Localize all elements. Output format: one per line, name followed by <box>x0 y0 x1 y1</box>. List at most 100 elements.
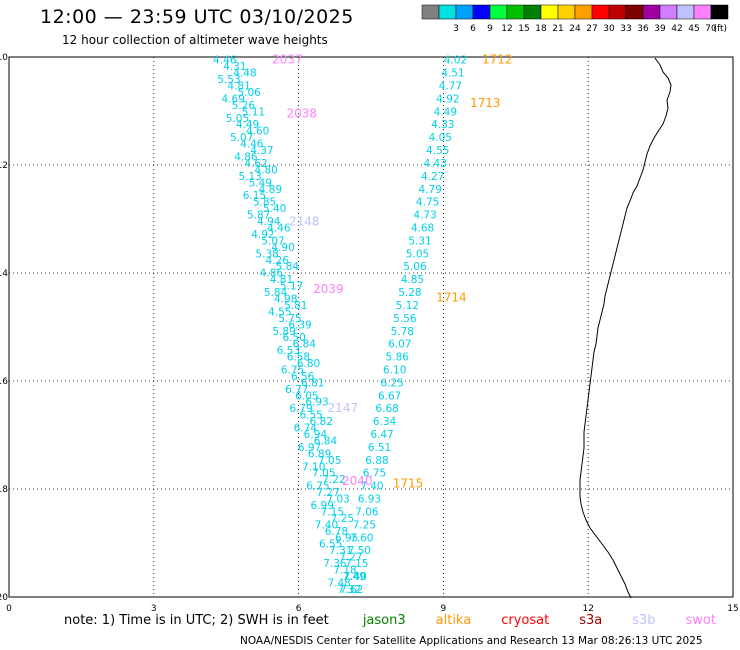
wave-height-value: 5.40 <box>263 203 286 215</box>
wave-height-value: 5.87 <box>247 210 270 222</box>
wave-height-value: 5.07 <box>230 132 253 144</box>
wave-height-value: 7.15 <box>345 558 368 570</box>
wave-height-value: 7.50 <box>348 545 371 557</box>
altimeter-tracks: 4.464.314.485.534.815.064.695.265.115.05… <box>213 55 467 596</box>
wave-height-value: 6.34 <box>373 416 397 428</box>
y-tick-label: -20 <box>0 593 8 603</box>
page-title: 12:00 — 23:59 UTC 03/10/2025 <box>40 6 354 28</box>
legend-tick-label: 24 <box>569 24 581 34</box>
wave-height-value: 4.62 <box>244 158 267 170</box>
legend-swatch <box>574 4 593 20</box>
wave-height-value: 7.15 <box>321 506 344 518</box>
legend-tick-label: 3 <box>453 24 459 34</box>
legend-swatch <box>506 4 525 20</box>
wave-height-value: 6.81 <box>301 377 324 389</box>
pass-number-label: 1714 <box>436 290 467 304</box>
wave-height-value: 6.94 <box>304 429 328 441</box>
wave-height-value: 5.78 <box>391 326 414 338</box>
wave-height-value: 5.53 <box>217 74 240 86</box>
wave-height-value: 7.60 <box>350 532 373 544</box>
legend-swatch <box>693 4 712 20</box>
satellite-legend-jason3: jason3 <box>362 613 406 628</box>
wave-height-value: 4.51 <box>441 68 464 80</box>
pass-number-label: 1713 <box>470 96 501 110</box>
wave-height-value: 6.68 <box>375 403 398 415</box>
wave-height-value: 4.98 <box>274 293 297 305</box>
legend-unit: (ft) <box>713 24 727 34</box>
wave-height-value: 6.47 <box>370 429 393 441</box>
wave-height-value: 4.05 <box>429 132 452 144</box>
x-tick-label: 0 <box>6 604 12 614</box>
wave-height-value: 6.97 <box>298 442 321 454</box>
legend-swatch <box>421 4 440 20</box>
note-text: note: 1) Time is in UTC; 2) SWH is in fe… <box>64 613 329 628</box>
wave-height-value: 4.81 <box>227 81 250 93</box>
wave-height-value: 6.77 <box>285 384 308 396</box>
wave-height-value: 4.92 <box>251 229 274 241</box>
wave-height-value: 5.56 <box>393 313 417 325</box>
wave-height-value: 6.55 <box>319 539 342 551</box>
wave-height-value: 7.62 <box>340 584 363 596</box>
legend-swatch <box>642 4 661 20</box>
wave-height-value: 6.50 <box>282 332 305 344</box>
wave-height-value: 6.75 <box>281 364 304 376</box>
wave-height-value: 5.84 <box>264 287 288 299</box>
legend-tick-label: 45 <box>688 24 699 34</box>
y-tick-label: -12 <box>0 161 8 171</box>
wave-height-value: 6.99 <box>311 500 334 512</box>
wave-height-value: 6.84 <box>314 435 338 447</box>
wave-height-value: 5.06 <box>403 261 427 273</box>
wave-height-value: 6.79 <box>289 403 312 415</box>
legend-swatch <box>625 4 644 20</box>
wave-height-value: 4.89 <box>259 184 282 196</box>
satellite-legend-swot: swot <box>685 613 716 628</box>
wave-height-value: 6.05 <box>295 390 318 402</box>
x-tick-label: 3 <box>151 604 157 614</box>
wave-height-value: 4.43 <box>424 158 447 170</box>
wave-height-value: 6.55 <box>299 410 322 422</box>
lat-lon-grid: 0 3 6 9 12 15 -10 -12 -14 -16 -18 -20 <box>0 53 739 614</box>
x-tick-label: 6 <box>296 604 302 614</box>
wave-height-value: 4.75 <box>416 197 439 209</box>
wave-height-value: 5.12 <box>396 300 419 312</box>
coastline <box>579 57 672 599</box>
wave-height-value: 4.81 <box>270 274 293 286</box>
wave-height-value: 6.74 <box>294 423 318 435</box>
legend-swatch <box>540 4 559 20</box>
wave-height-value: 4.69 <box>222 93 245 105</box>
pass-number-label: 1715 <box>393 477 424 491</box>
wave-height-value: 4.26 <box>266 255 290 267</box>
legend-swatch <box>455 4 474 20</box>
wave-height-value: 4.80 <box>254 164 277 176</box>
wave-height-value: 5.38 <box>255 248 278 260</box>
wave-height-value: 7.18 <box>333 565 356 577</box>
satellite-legend-altika: altika <box>435 613 472 628</box>
wave-height-value: 4.31 <box>223 61 246 73</box>
wave-height-value: 5.05 <box>226 113 249 125</box>
legend-tick-label: 6 <box>470 24 476 34</box>
legend-swatch <box>523 4 542 20</box>
wave-height-value: 7.31 <box>329 545 352 557</box>
map-frame <box>8 56 734 598</box>
wave-height-value: 6.39 <box>288 319 311 331</box>
wave-height-value: 6.15 <box>243 190 266 202</box>
wave-height-value: 6.75 <box>306 481 329 493</box>
wave-height-value: 5.17 <box>280 281 303 293</box>
wave-height-value: 5.05 <box>406 248 429 260</box>
wave-height-value: 4.49 <box>236 119 259 131</box>
wave-height-value: 4.46 <box>240 139 264 151</box>
y-tick-label: -16 <box>0 377 8 387</box>
pass-number-label: 2148 <box>289 215 320 229</box>
wave-height-value: 6.88 <box>365 455 388 467</box>
wave-height-value: 7.25 <box>331 513 354 525</box>
x-tick-label: 15 <box>727 604 738 614</box>
pass-number-label: 2040 <box>342 474 373 488</box>
wave-height-value: 6.95 <box>335 532 358 544</box>
wave-height-value: 6.93 <box>358 494 381 506</box>
wave-height-value: 6.51 <box>368 442 391 454</box>
wave-height-value: 5.13 <box>238 171 261 183</box>
wave-height-value: 6.93 <box>305 397 328 409</box>
wave-height-value: 6.07 <box>388 339 411 351</box>
legend-swatch <box>676 4 695 20</box>
